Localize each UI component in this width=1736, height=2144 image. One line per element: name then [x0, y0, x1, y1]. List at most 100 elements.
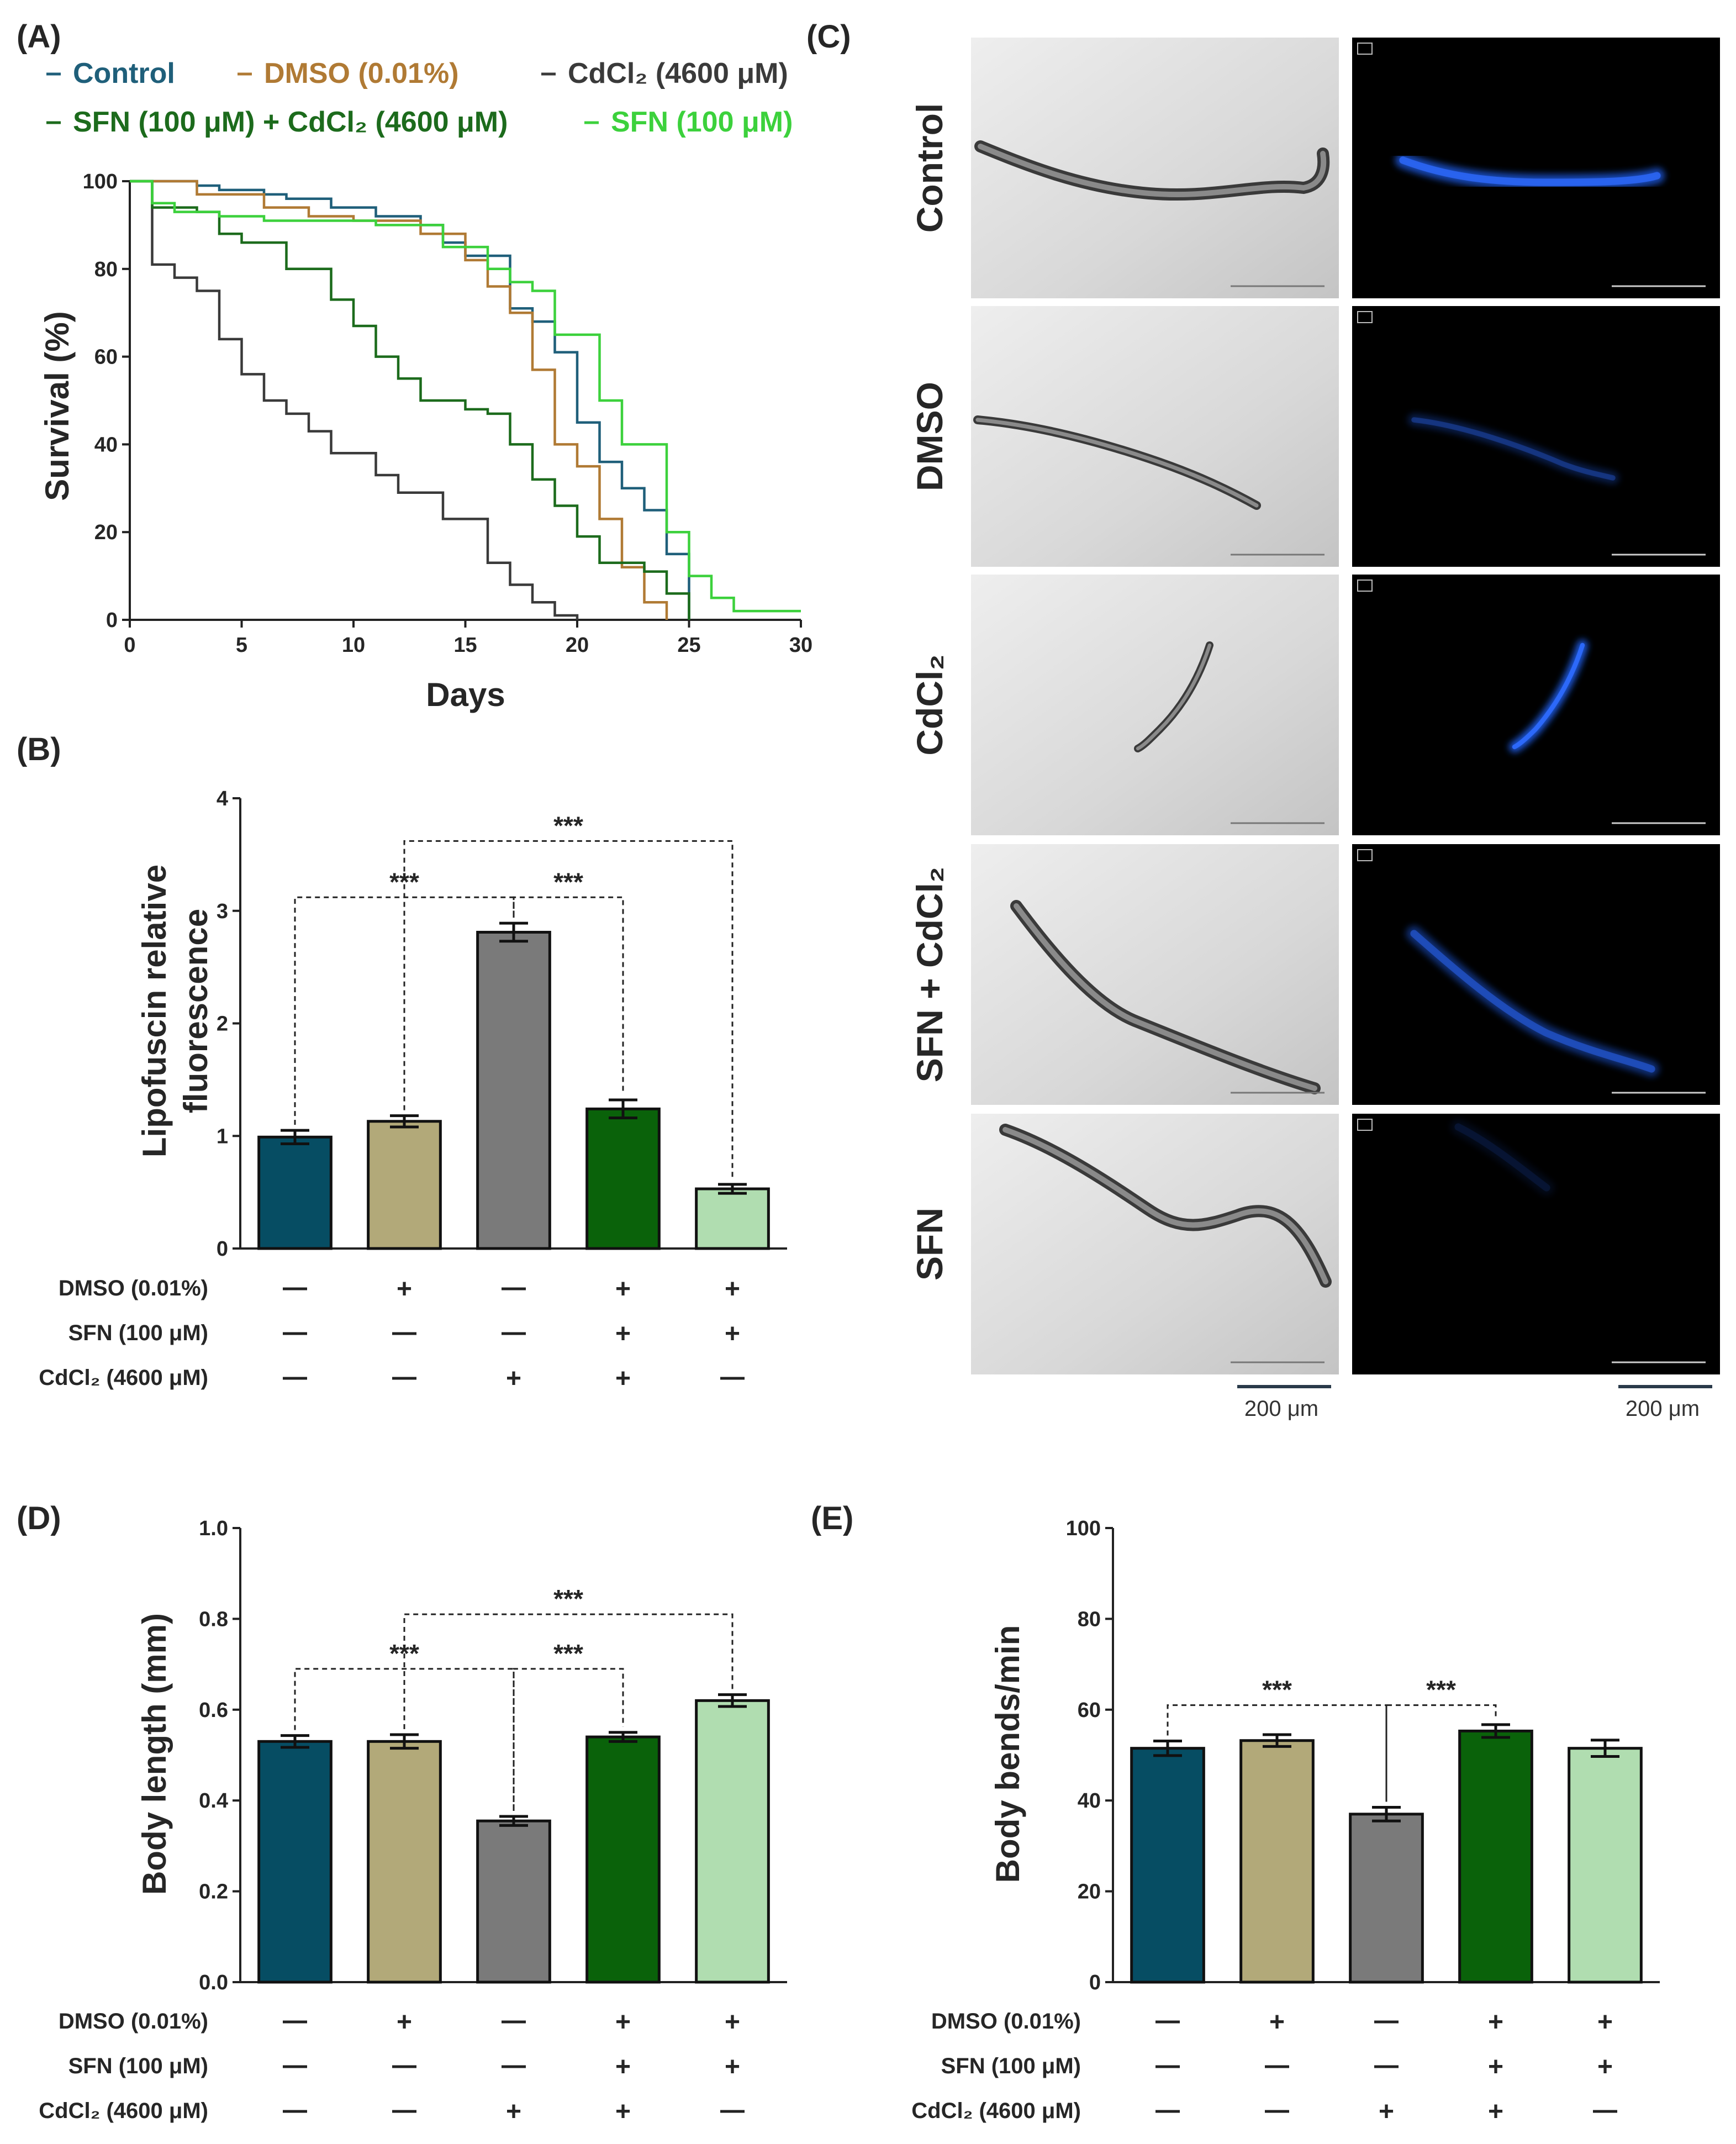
- micrograph-row-label-3: SFN + CdCl₂: [909, 867, 950, 1083]
- panel-label-b: (B): [17, 731, 61, 767]
- legend-entry-0: Control: [73, 57, 175, 89]
- body-length-significance-bracket-1: [513, 1668, 624, 1811]
- fluorescence-corner-marker-0: [1357, 43, 1373, 55]
- brightfield-image-3: [971, 844, 1339, 1105]
- body-length-error-bar-3: [609, 1731, 637, 1743]
- body-bends-error-bar-4: [1591, 1739, 1619, 1758]
- body-length-table-label-0: DMSO (0.01%): [59, 2009, 208, 2034]
- lipofuscin-significance-label-0: ***: [389, 867, 419, 896]
- lipofuscin-bar-1: [367, 1120, 442, 1250]
- lipofuscin-y-tick-label: 2: [217, 1013, 228, 1036]
- lipofuscin-bar-0: [257, 1135, 333, 1250]
- body-bends-table-label-1: SFN (100 μM): [941, 2054, 1081, 2078]
- body-length-y-tick-label: 0.2: [199, 1880, 228, 1904]
- body-bends-y-tick-label: 20: [1078, 1880, 1101, 1904]
- body-length-y-tick-label: 0.0: [199, 1971, 228, 1994]
- body-length-table-plus: +: [725, 2052, 740, 2082]
- worm-brightfield-inner-1: [975, 418, 1259, 508]
- fluorescence-corner-marker-1: [1357, 311, 1373, 323]
- body-length-bar-4: [695, 1699, 770, 1984]
- body-length-table-plus: +: [397, 2008, 412, 2037]
- survival-x-label: Days: [426, 676, 505, 713]
- legend-entry-1: DMSO (0.01%): [264, 57, 459, 89]
- worm-fluorescence-1: [1408, 414, 1619, 484]
- lipofuscin-y-tick-label: 4: [217, 787, 228, 810]
- body-bends-table-plus: +: [1488, 2097, 1503, 2126]
- lipofuscin-significance-label-1: ***: [553, 867, 583, 896]
- lipofuscin-significance-label-2: ***: [553, 811, 583, 840]
- survival-x-tick-label: 15: [453, 634, 477, 657]
- lipofuscin-significance-bracket-1: [513, 896, 624, 1095]
- worm-brightfield-inner-3: [1014, 903, 1317, 1091]
- lipofuscin-table-plus: +: [615, 1319, 631, 1348]
- body-bends-error-bar-3: [1481, 1723, 1510, 1739]
- body-length-table-plus: +: [506, 2097, 521, 2126]
- body-bends-table-plus: +: [1488, 2052, 1503, 2082]
- lipofuscin-y-label-line2: fluorescence: [177, 909, 214, 1113]
- lipofuscin-table-plus: +: [725, 1274, 740, 1304]
- lipofuscin-table-plus: +: [397, 1274, 412, 1304]
- body-bends-significance-label-1: ***: [1426, 1676, 1456, 1704]
- fluorescence-corner-marker-2: [1357, 580, 1373, 592]
- micrograph-row-label-2: CdCl₂: [909, 654, 950, 755]
- body-length-table-plus: +: [615, 2097, 631, 2126]
- survival-y-tick-label: 60: [94, 346, 118, 369]
- body-bends-table-label-2: CdCl₂ (4600 μM): [911, 2099, 1081, 2123]
- worm-fluorescence-core-2: [1512, 642, 1585, 750]
- lipofuscin-table-plus: +: [615, 1274, 631, 1304]
- lipofuscin-table-label-2: CdCl₂ (4600 μM): [39, 1366, 208, 1390]
- survival-x-tick-label: 0: [124, 634, 135, 657]
- lipofuscin-error-bar-3: [609, 1098, 637, 1120]
- body-length-y-tick-label: 0.4: [199, 1789, 228, 1813]
- body-bends-bar-0: [1130, 1747, 1205, 1984]
- survival-x-tick-label: 10: [342, 634, 365, 657]
- body-bends-table-label-0: DMSO (0.01%): [931, 2009, 1081, 2034]
- body-bends-significance-bracket-1: [1385, 1704, 1497, 1802]
- body-bends-table-plus: +: [1597, 2008, 1613, 2037]
- body-length-significance-bracket-0: [294, 1668, 515, 1811]
- lipofuscin-table-plus: +: [615, 1364, 631, 1393]
- body-bends-significance-label-0: ***: [1262, 1676, 1292, 1704]
- worm-brightfield-inner-4: [1002, 1127, 1328, 1284]
- body-bends-y-tick-label: 0: [1089, 1971, 1101, 1994]
- body-length-y-tick-label: 1.0: [199, 1517, 228, 1540]
- lipofuscin-error-bar-4: [718, 1183, 747, 1195]
- worm-fluorescence-core-0: [1399, 156, 1661, 186]
- scale-bar-left: 200 μm: [1237, 1385, 1331, 1421]
- lipofuscin-chart: Lipofuscin relative fluorescence 0 1 2 3 4 **…: [39, 787, 787, 1393]
- worm-fluorescence-core-4: [1454, 1123, 1550, 1192]
- lipofuscin-table-plus: +: [725, 1319, 740, 1348]
- legend-entry-3: SFN (100 μM) + CdCl₂ (4600 μM): [73, 106, 508, 138]
- body-length-table-plus: +: [615, 2008, 631, 2037]
- body-bends-error-bar-0: [1153, 1740, 1182, 1757]
- survival-x-tick-label: 20: [566, 634, 589, 657]
- body-bends-y-label: Body bends/min: [989, 1625, 1026, 1883]
- legend-entry-4: SFN (100 μM): [611, 106, 793, 138]
- survival-chart: Control DMSO (0.01%) CdCl₂ (4600 μM) SFN (1…: [39, 57, 812, 713]
- fluorescence-image-1: [1352, 306, 1720, 567]
- lipofuscin-y-tick-label: 0: [217, 1237, 228, 1261]
- panel-label-d: (D): [17, 1500, 61, 1536]
- brightfield-image-4: [971, 1114, 1339, 1374]
- body-length-table-plus: +: [615, 2052, 631, 2082]
- survival-series-2: [130, 180, 579, 620]
- panel-label-e: (E): [811, 1500, 853, 1536]
- panel-label-c: (C): [806, 19, 851, 55]
- worm-fluorescence-core-3: [1410, 930, 1655, 1073]
- body-bends-y-tick-label: 100: [1066, 1517, 1101, 1540]
- body-bends-chart: Body bends/min 0 20 40 60 80 100 *** *** DMSO (0…: [911, 1517, 1660, 2126]
- body-length-error-bar-0: [281, 1734, 309, 1749]
- body-length-y-tick-label: 0.6: [199, 1699, 228, 1722]
- scale-bar-right: 200 μm: [1618, 1385, 1712, 1421]
- body-bends-error-bar-2: [1372, 1806, 1401, 1822]
- lipofuscin-y-tick-label: 1: [217, 1125, 228, 1148]
- body-bends-bar-4: [1568, 1747, 1643, 1984]
- survival-series-4: [130, 180, 801, 613]
- fluorescence-image-3: [1352, 844, 1720, 1105]
- survival-legend: Control DMSO (0.01%) CdCl₂ (4600 μM) SFN (1…: [46, 57, 793, 138]
- fluorescence-corner-marker-3: [1357, 849, 1373, 861]
- lipofuscin-bar-2: [476, 930, 551, 1250]
- scale-bar-left-label: 200 μm: [1244, 1397, 1318, 1421]
- micrograph-row-label-0: Control: [909, 103, 950, 233]
- fluorescence-image-4: [1352, 1114, 1720, 1374]
